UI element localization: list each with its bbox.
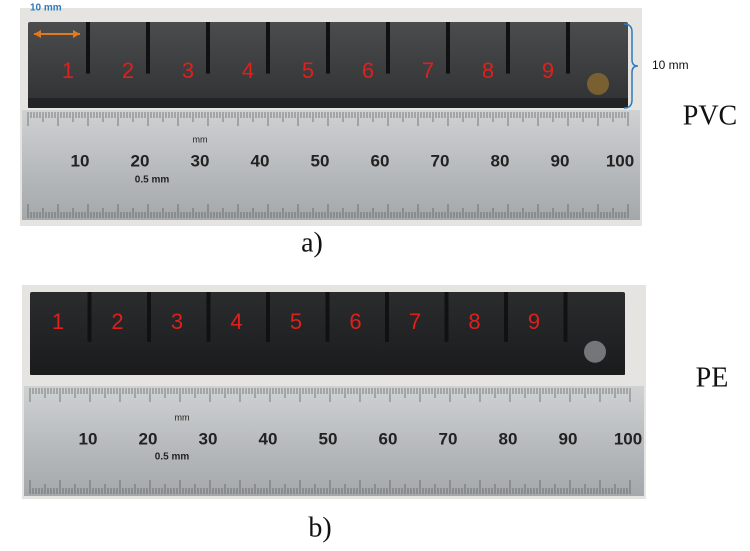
slot (386, 22, 390, 74)
segment-number: 8 (482, 58, 494, 83)
slot (326, 22, 330, 74)
slot (266, 22, 270, 74)
ruler-number: 100 (614, 429, 642, 448)
ruler-unit: mm (175, 412, 190, 422)
panel-caption: b) (308, 512, 331, 543)
ruler-number: 60 (379, 429, 398, 448)
segment-number: 9 (542, 58, 554, 83)
ruler-number: 40 (259, 429, 278, 448)
ruler-number: 30 (191, 151, 210, 170)
burn-mark (584, 340, 606, 363)
ruler-number: 70 (431, 151, 450, 170)
segment-number: 5 (290, 309, 302, 334)
slot (385, 292, 389, 342)
ruler-number: 40 (251, 151, 270, 170)
slot (86, 22, 90, 74)
slot (566, 22, 570, 74)
ruler-unit: mm (193, 134, 208, 144)
segment-number: 3 (171, 309, 183, 334)
ruler-subunit: 0.5 mm (155, 452, 190, 463)
ruler-number: 70 (439, 429, 458, 448)
material-label: PE (696, 362, 729, 393)
segment-number: 8 (468, 309, 480, 334)
slot (87, 292, 92, 342)
slot (444, 292, 449, 342)
slot (266, 292, 270, 342)
segment-number: 2 (111, 309, 123, 334)
ruler-number: 10 (79, 429, 98, 448)
width-note: 10 mm (30, 3, 62, 14)
panel-caption: a) (301, 227, 323, 258)
ruler (22, 110, 640, 220)
segment-number: 3 (182, 58, 194, 83)
segment-number: 6 (362, 58, 374, 83)
ruler-number: 20 (131, 151, 150, 170)
segment-number: 1 (62, 58, 74, 83)
material-label: PVC (683, 100, 737, 131)
segment-number: 4 (230, 309, 242, 334)
height-bracket (623, 23, 639, 109)
ruler-subunit: 0.5 mm (135, 175, 170, 186)
slot (146, 22, 150, 74)
slot (506, 22, 510, 74)
ruler-number: 10 (71, 151, 90, 170)
segment-number: 4 (242, 58, 254, 83)
ruler-number: 100 (606, 151, 634, 170)
segment-number: 6 (349, 309, 361, 334)
ruler-number: 50 (311, 151, 330, 170)
ruler-number: 60 (371, 151, 390, 170)
segment-number: 7 (422, 58, 434, 83)
segment-number: 7 (409, 309, 421, 334)
ruler-number: 90 (551, 151, 570, 170)
slot (446, 22, 450, 74)
specimen-edge (30, 365, 625, 375)
slot (563, 292, 568, 342)
ruler-number: 80 (499, 429, 518, 448)
height-note: 10 mm (652, 58, 689, 72)
specimen-edge (28, 98, 628, 108)
segment-number: 1 (52, 309, 64, 334)
segment-number: 9 (528, 309, 540, 334)
slot (504, 292, 508, 342)
ruler-number: 80 (491, 151, 510, 170)
segment-number: 2 (122, 58, 134, 83)
panels: 1 2 3 4 5 6 7 8 9 10 20 30 40 50 60 70 80 90 100 mm 0.5 mm PV… (20, 3, 737, 543)
slot (206, 22, 210, 74)
slot (147, 292, 151, 342)
burn-mark (587, 72, 609, 95)
slot (325, 292, 330, 342)
ruler-number: 90 (559, 429, 578, 448)
ruler-number: 30 (199, 429, 218, 448)
ruler-number: 50 (319, 429, 338, 448)
segment-number: 5 (302, 58, 314, 83)
slot (206, 292, 211, 342)
ruler-number: 20 (139, 429, 158, 448)
ruler (24, 386, 644, 496)
